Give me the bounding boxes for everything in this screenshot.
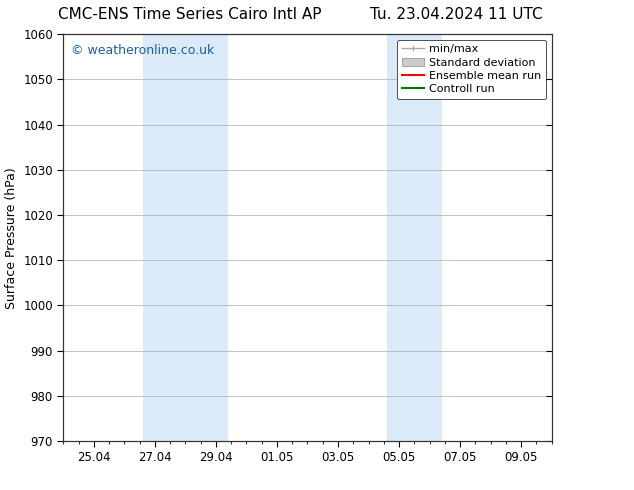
Legend: min/max, Standard deviation, Ensemble mean run, Controll run: min/max, Standard deviation, Ensemble me… <box>397 40 546 99</box>
Y-axis label: Surface Pressure (hPa): Surface Pressure (hPa) <box>4 167 18 309</box>
Text: © weatheronline.co.uk: © weatheronline.co.uk <box>71 45 214 57</box>
Bar <box>387 34 442 441</box>
Text: Tu. 23.04.2024 11 UTC: Tu. 23.04.2024 11 UTC <box>370 7 543 23</box>
Bar <box>143 34 228 441</box>
Text: CMC-ENS Time Series Cairo Intl AP: CMC-ENS Time Series Cairo Intl AP <box>58 7 322 23</box>
